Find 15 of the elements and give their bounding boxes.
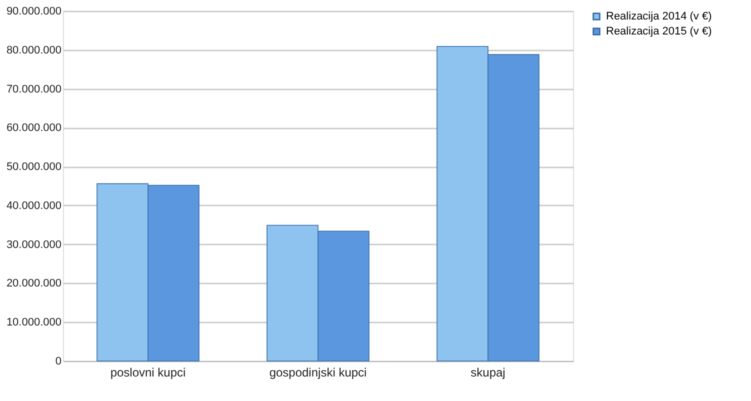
legend-label: Realizacija 2014 (v €): [606, 10, 712, 22]
x-tick-label: poslovni kupci: [110, 366, 186, 380]
y-tick-label: 70.000.000: [6, 83, 62, 96]
y-tick-label: 60.000.000: [6, 122, 62, 134]
y-tick-label: 40.000.000: [6, 200, 62, 212]
y-tick-label: 20.000.000: [6, 278, 62, 290]
y-tick-label: 50.000.000: [6, 161, 62, 174]
legend-label: Realizacija 2015 (v €): [606, 26, 712, 38]
y-tick-label: 30.000.000: [6, 238, 62, 251]
y-tick-label: 80.000.000: [6, 44, 62, 56]
x-tick-label: gospodinjski kupci: [269, 366, 367, 380]
y-tick-label: 90.000.000: [6, 6, 62, 18]
y-tick-label: 0: [55, 356, 62, 368]
y-tick-label: 10.000.000: [6, 316, 62, 329]
x-tick-label: skupaj: [470, 366, 506, 380]
